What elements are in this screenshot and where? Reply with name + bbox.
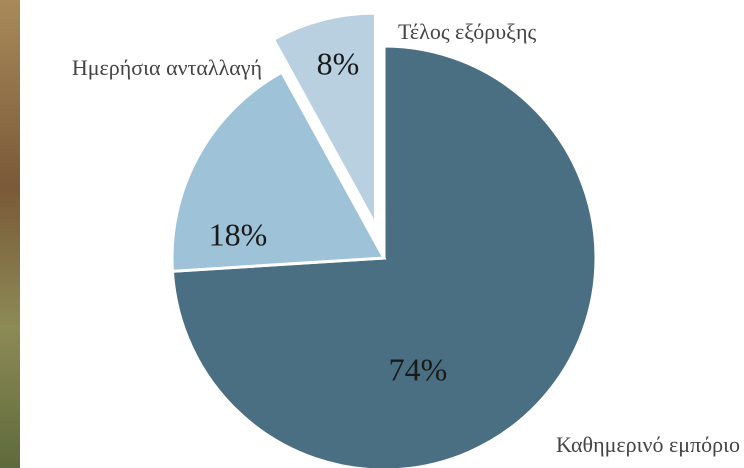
- value-label: 74%: [389, 351, 448, 387]
- category-label: Ημερήσια ανταλλαγή: [72, 55, 262, 80]
- category-label: Καθημερινό εμπόριο: [556, 432, 740, 457]
- value-label: 8%: [317, 45, 360, 81]
- background-photo-strip: [0, 0, 20, 468]
- chart: Καθημερινό εμπόριο 74% Ημερήσια ανταλλαγή 1…: [0, 0, 744, 468]
- page: {"chart_data": {"type": "pie", "categori…: [0, 0, 744, 468]
- category-label: Τέλος εξόρυξης: [398, 19, 536, 44]
- value-label: 18%: [209, 216, 268, 252]
